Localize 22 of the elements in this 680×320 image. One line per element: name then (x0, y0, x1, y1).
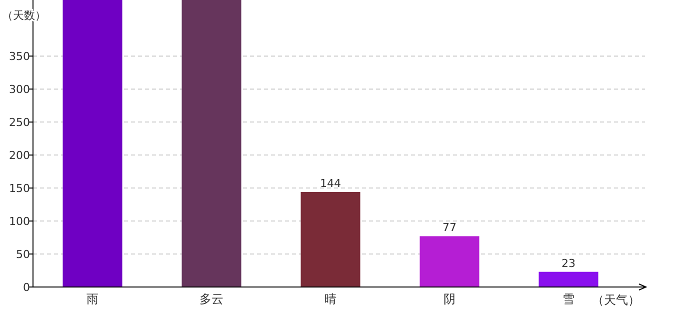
x-tick-label: 雨 (86, 292, 98, 306)
y-tick-label: 50 (16, 248, 30, 262)
y-tick-label: 300 (9, 83, 30, 96)
y-tick-label: 200 (9, 149, 30, 162)
bar (300, 192, 360, 287)
bar (182, 0, 242, 287)
data-label: 23 (562, 256, 576, 270)
x-axis-title: （天气） (592, 293, 640, 307)
bar (420, 236, 480, 287)
y-tick-label: 350 (9, 50, 30, 64)
x-tick-label: 晴 (324, 292, 336, 306)
x-tick-label: 多云 (200, 292, 224, 306)
y-tick-label: 150 (9, 182, 30, 196)
x-tick-label: 阴 (444, 292, 456, 306)
bar (62, 0, 122, 287)
y-tick-label: 100 (9, 215, 30, 228)
data-label: 144 (320, 176, 341, 190)
data-label: 77 (442, 221, 456, 234)
y-tick-label: 250 (9, 116, 30, 130)
bar (538, 272, 598, 287)
y-tick-label: 0 (23, 281, 30, 294)
x-tick-label: 雪 (562, 292, 574, 306)
